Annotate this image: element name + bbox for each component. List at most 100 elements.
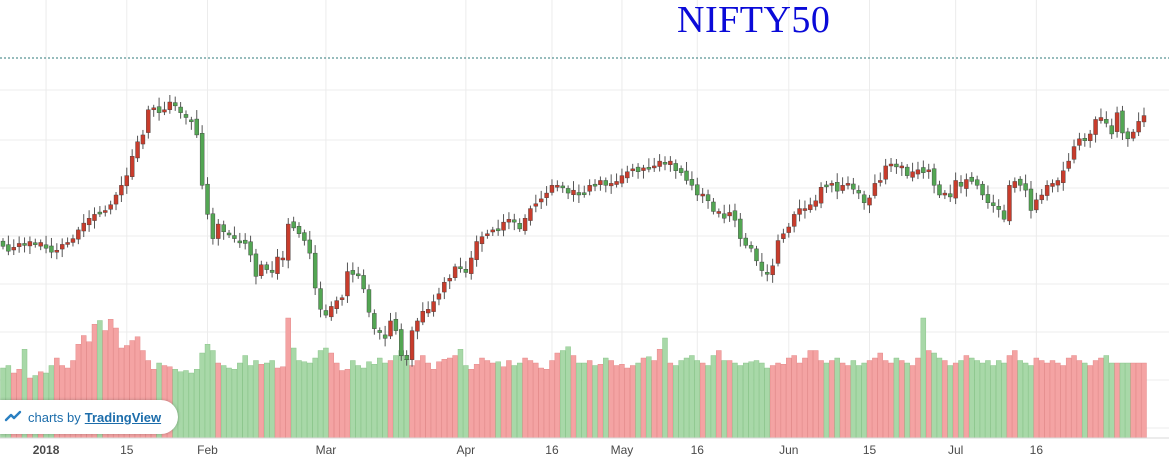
volume-bar-up xyxy=(947,365,953,439)
candle-up xyxy=(43,244,49,249)
volume-bar-down xyxy=(926,350,932,439)
tradingview-watermark[interactable]: charts by TradingView xyxy=(0,400,178,434)
volume-bar-up xyxy=(177,371,184,439)
volume-bar-down xyxy=(285,317,291,439)
tradingview-logo-icon xyxy=(4,408,22,426)
candle-up xyxy=(512,219,517,223)
candle-up xyxy=(323,310,329,316)
volume-bar-up xyxy=(457,349,464,439)
volume-bar-up xyxy=(495,361,501,439)
volume-bar-up xyxy=(290,347,297,439)
volume-bar-up xyxy=(737,365,744,439)
volume-bar-down xyxy=(716,350,722,439)
candle-up xyxy=(372,313,377,329)
volume-bar-up xyxy=(581,362,587,439)
volume-bar-down xyxy=(818,360,824,439)
candle-down xyxy=(539,198,544,203)
candle-up xyxy=(678,168,684,173)
candle-down xyxy=(275,256,280,274)
volume-bar-down xyxy=(1098,357,1104,439)
candle-down xyxy=(1007,185,1012,222)
volume-bar-up xyxy=(1001,362,1007,439)
candle-up xyxy=(22,243,27,246)
candle-down xyxy=(1077,138,1082,146)
candle-up xyxy=(1023,183,1028,191)
volume-bar-up xyxy=(974,360,980,439)
volume-bar-up xyxy=(753,360,760,439)
candle-up xyxy=(996,206,1001,210)
candle-down xyxy=(878,180,883,183)
candle-down xyxy=(70,238,76,243)
candle-down xyxy=(910,171,915,178)
candle-down xyxy=(608,183,614,187)
candle-down xyxy=(388,320,393,337)
candle-down xyxy=(1034,199,1039,211)
candle-down xyxy=(867,197,872,206)
volume-bar-up xyxy=(323,347,329,439)
tradingview-link[interactable]: TradingView xyxy=(84,409,162,425)
candle-down xyxy=(781,233,786,239)
volume-bar-down xyxy=(1141,362,1147,439)
volume-bar-down xyxy=(484,360,491,439)
candle-up xyxy=(377,330,382,333)
watermark-prefix: charts by xyxy=(28,409,81,425)
volume-bar-down xyxy=(506,360,512,439)
volume-bar-down xyxy=(414,360,421,439)
candle-up xyxy=(931,168,937,186)
candle-down xyxy=(436,293,442,300)
volume-bar-up xyxy=(861,362,867,439)
candle-up xyxy=(985,194,991,203)
volume-bar-down xyxy=(942,360,948,439)
volume-bar-up xyxy=(312,357,318,439)
volume-bar-up xyxy=(1109,362,1115,439)
candle-down xyxy=(1114,112,1120,132)
candle-down xyxy=(479,236,485,245)
candle-down xyxy=(808,204,813,210)
candle-down xyxy=(813,200,818,207)
candle-down xyxy=(845,183,851,186)
x-tick-label: May xyxy=(610,443,634,457)
candle-up xyxy=(1120,110,1125,134)
volume-bar-down xyxy=(479,357,485,439)
volume-bar-up xyxy=(721,360,727,439)
candle-up xyxy=(232,235,237,239)
volume-bar-up xyxy=(382,362,388,439)
volume-bar-up xyxy=(360,367,367,439)
volume-bar-up xyxy=(995,360,1002,439)
candle-up xyxy=(851,183,856,190)
candle-down xyxy=(630,168,635,172)
volume-bar-down xyxy=(258,364,265,439)
candle-down xyxy=(522,218,528,231)
candle-down xyxy=(490,229,495,233)
volume-bar-up xyxy=(366,361,372,439)
candle-up xyxy=(97,211,103,215)
candle-up xyxy=(404,355,409,360)
volume-bar-up xyxy=(646,356,652,439)
volume-bar-down xyxy=(1076,360,1083,439)
volume-bar-down xyxy=(839,362,846,439)
volume-bar-down xyxy=(866,360,873,439)
volume-bar-up xyxy=(1103,355,1110,439)
volume-bar-up xyxy=(759,362,765,439)
candle-up xyxy=(253,253,259,277)
volume-bar-down xyxy=(796,362,803,439)
candle-down xyxy=(140,134,146,145)
candle-up xyxy=(835,182,840,192)
candle-down xyxy=(216,223,221,239)
candle-up xyxy=(178,106,183,113)
candle-down xyxy=(533,203,539,207)
candle-up xyxy=(6,244,11,252)
volume-bar-down xyxy=(780,364,787,439)
volume-bar-up xyxy=(231,369,238,439)
volume-bar-up xyxy=(856,365,862,439)
candle-up xyxy=(0,240,6,247)
volume-bar-down xyxy=(570,355,577,439)
candle-up xyxy=(307,239,312,254)
volume-bar-up xyxy=(834,357,840,439)
x-tick-label: Jul xyxy=(947,443,964,457)
candle-down xyxy=(1071,146,1077,160)
volume-bar-down xyxy=(812,350,819,439)
volume-bar-down xyxy=(215,362,221,439)
volume-bar-down xyxy=(656,349,663,439)
candle-up xyxy=(958,182,964,187)
